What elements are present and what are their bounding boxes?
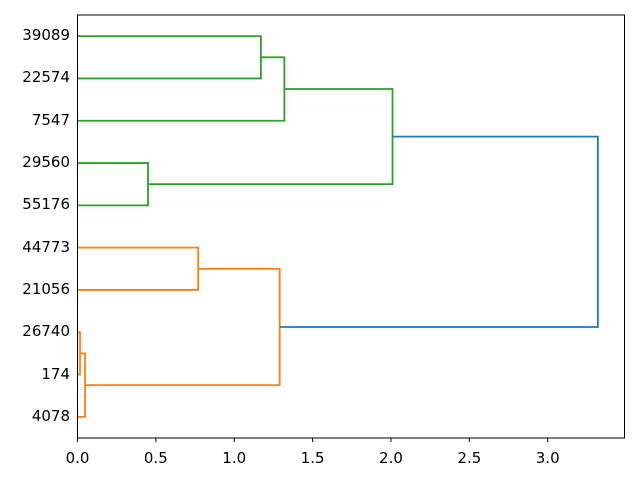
x-tick-label: 1.5 bbox=[300, 449, 325, 467]
y-leaf-label: 55176 bbox=[22, 195, 70, 214]
axes-border bbox=[77, 14, 625, 439]
y-leaf-label: 22574 bbox=[22, 68, 70, 87]
dendrogram-link bbox=[85, 267, 281, 387]
dendrogram-link bbox=[279, 135, 599, 328]
dendrogram-link bbox=[77, 162, 149, 207]
dendrogram-link bbox=[148, 88, 394, 186]
x-tick-label: 1.0 bbox=[222, 449, 247, 467]
x-axis-ticks bbox=[77, 438, 549, 442]
y-leaf-label: 7547 bbox=[31, 110, 70, 129]
y-leaf-label: 174 bbox=[41, 364, 70, 383]
y-leaf-label: 44773 bbox=[22, 237, 70, 256]
x-tick-label: 2.5 bbox=[457, 449, 482, 467]
y-leaf-label: 26740 bbox=[22, 322, 70, 341]
dendrogram-link bbox=[77, 352, 86, 418]
x-tick-label: 0.0 bbox=[65, 449, 90, 467]
dendrogram-links bbox=[77, 35, 599, 418]
x-tick-label: 3.0 bbox=[535, 449, 560, 467]
dendrogram-link bbox=[77, 56, 286, 122]
dendrogram-link bbox=[77, 35, 262, 80]
y-leaf-label: 21056 bbox=[22, 279, 70, 298]
y-leaf-label: 29560 bbox=[22, 153, 70, 172]
x-tick-label: 0.5 bbox=[143, 449, 168, 467]
y-leaf-label: 4078 bbox=[31, 406, 70, 425]
x-tick-label: 2.0 bbox=[379, 449, 403, 467]
y-leaf-label: 39089 bbox=[22, 26, 70, 45]
dendrogram-link bbox=[77, 246, 200, 291]
dendrogram-link bbox=[77, 331, 81, 376]
